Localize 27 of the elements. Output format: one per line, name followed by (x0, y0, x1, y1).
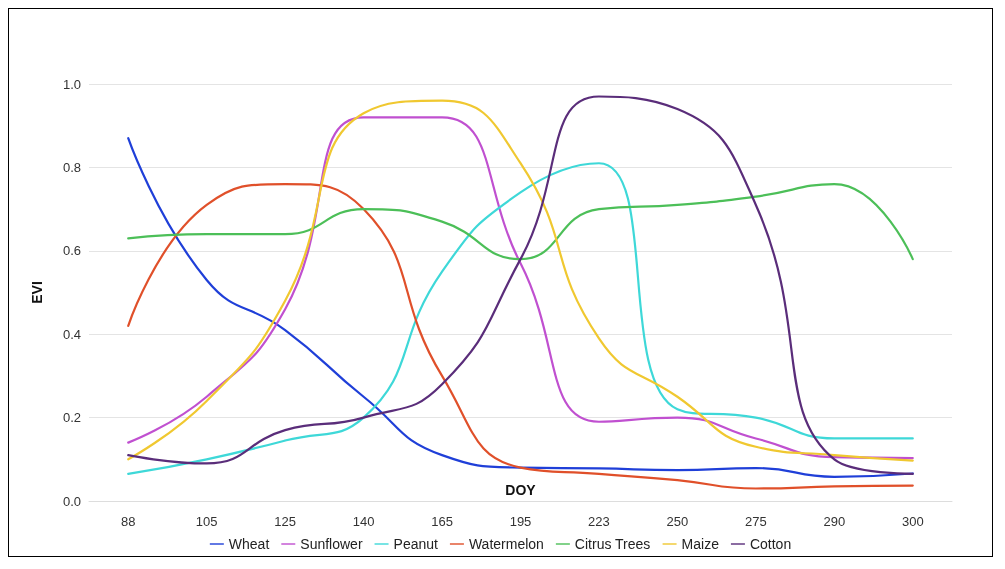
x-tick-label: 223 (588, 514, 610, 529)
x-tick-label: 195 (509, 514, 532, 529)
y-tick-label: 0.6 (62, 243, 81, 259)
y-tick-label: 1.0 (62, 76, 81, 92)
x-tick-label: 105 (195, 514, 218, 529)
y-tick-label: 0.4 (62, 326, 81, 342)
line-series (127, 182, 914, 261)
legend-label: Peanut (393, 536, 439, 552)
x-tick-label: 140 (352, 514, 375, 529)
x-tick-label: 250 (666, 514, 689, 529)
x-tick-label: 275 (745, 514, 767, 529)
y-tick-label: 0.8 (62, 159, 81, 175)
legend-label: Watermelon (468, 536, 544, 552)
legend-label: Cotton (749, 536, 792, 552)
x-tick-label: 125 (274, 514, 296, 529)
x-tick-label: 290 (823, 514, 846, 529)
legend-label: Citrus Trees (574, 536, 651, 552)
y-tick-label: 0.2 (62, 410, 81, 426)
x-axis-title: DOY (505, 482, 537, 498)
y-axis-title: EVI (29, 281, 45, 304)
legend-label: Sunflower (300, 536, 363, 552)
x-tick-label: 165 (431, 514, 453, 529)
x-tick-label: 300 (901, 514, 924, 529)
x-tick-label: 88 (120, 514, 136, 529)
legend-label: Wheat (228, 536, 270, 552)
y-tick-label: 0.0 (62, 493, 81, 509)
legend-label: Maize (681, 536, 720, 552)
